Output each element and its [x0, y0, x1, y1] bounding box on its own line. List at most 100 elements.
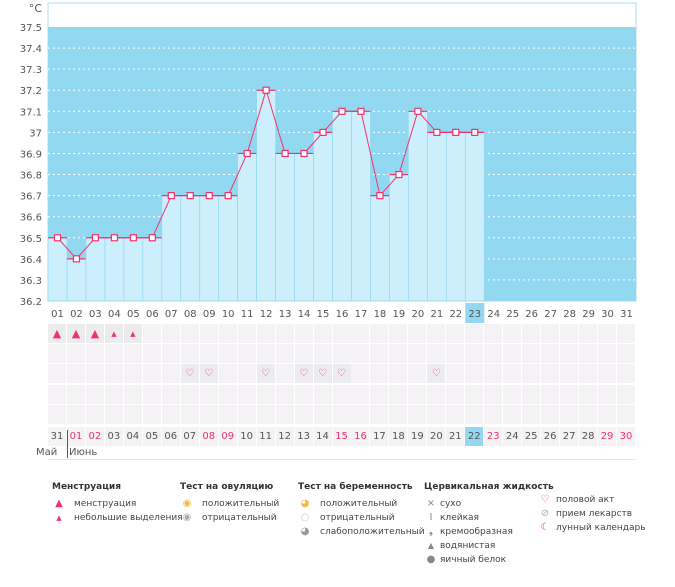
date-cell[interactable]: 24 [503, 427, 522, 446]
date-cell[interactable]: 20 [427, 427, 446, 446]
day-cell[interactable] [427, 344, 446, 363]
day-cell[interactable] [332, 344, 351, 363]
date-cell[interactable]: 28 [579, 427, 598, 446]
date-cell[interactable]: 03 [104, 427, 123, 446]
cycle-day-label[interactable]: 28 [563, 309, 576, 320]
day-cell[interactable] [332, 385, 351, 404]
day-cell[interactable] [446, 344, 465, 363]
day-cell[interactable] [598, 405, 617, 424]
day-cell[interactable] [427, 385, 446, 404]
date-cell[interactable]: 08 [199, 427, 218, 446]
day-cell[interactable] [598, 385, 617, 404]
day-cell[interactable] [560, 344, 579, 363]
day-cell[interactable] [579, 344, 598, 363]
day-cell[interactable] [275, 385, 294, 404]
day-cell[interactable] [237, 385, 256, 404]
cycle-day-label[interactable]: 24 [487, 309, 500, 320]
cycle-day-label[interactable]: 07 [165, 309, 178, 320]
day-cell[interactable] [598, 324, 617, 343]
day-cell[interactable] [161, 405, 180, 424]
cycle-day-label[interactable]: 14 [298, 309, 311, 320]
day-cell[interactable] [237, 344, 256, 363]
day-cell[interactable] [617, 364, 636, 383]
day-cell[interactable] [522, 385, 541, 404]
day-cell[interactable] [123, 344, 142, 363]
day-cell[interactable] [256, 344, 275, 363]
date-cell[interactable]: 01 [66, 427, 85, 446]
day-cell[interactable] [161, 385, 180, 404]
day-cell[interactable]: ▲ [85, 324, 104, 343]
date-cell[interactable]: 13 [294, 427, 313, 446]
day-cell[interactable] [617, 344, 636, 363]
day-cell[interactable] [180, 405, 199, 424]
day-cell[interactable] [123, 364, 142, 383]
day-cell[interactable] [218, 344, 237, 363]
day-cell[interactable] [560, 405, 579, 424]
day-cell[interactable] [408, 324, 427, 343]
day-cell[interactable] [484, 385, 503, 404]
day-cell[interactable] [408, 405, 427, 424]
date-cell[interactable]: 09 [218, 427, 237, 446]
day-cell[interactable] [237, 324, 256, 343]
day-cell[interactable] [427, 405, 446, 424]
date-cell[interactable]: 07 [180, 427, 199, 446]
day-cell[interactable] [370, 385, 389, 404]
day-cell[interactable] [579, 364, 598, 383]
day-cell[interactable] [104, 385, 123, 404]
day-cell[interactable] [465, 405, 484, 424]
day-cell[interactable] [313, 385, 332, 404]
day-cell[interactable]: ▲ [123, 324, 142, 343]
day-cell[interactable] [446, 324, 465, 343]
day-cell[interactable] [237, 405, 256, 424]
day-cell[interactable] [142, 405, 161, 424]
cycle-day-label[interactable]: 19 [393, 309, 406, 320]
day-cell[interactable] [503, 324, 522, 343]
date-cell[interactable]: 16 [351, 427, 370, 446]
date-cell[interactable]: 05 [142, 427, 161, 446]
day-cell[interactable] [199, 405, 218, 424]
day-cell[interactable] [579, 405, 598, 424]
date-cell[interactable]: 30 [617, 427, 636, 446]
day-cell[interactable] [408, 344, 427, 363]
date-cell[interactable]: 18 [389, 427, 408, 446]
cycle-day-label[interactable]: 17 [355, 309, 368, 320]
day-cell[interactable] [351, 344, 370, 363]
day-cell[interactable] [446, 385, 465, 404]
day-cell[interactable] [313, 405, 332, 424]
cycle-day-label[interactable]: 06 [146, 309, 159, 320]
day-cell[interactable] [465, 344, 484, 363]
day-cell[interactable] [351, 405, 370, 424]
date-cell[interactable]: 26 [541, 427, 560, 446]
day-cell[interactable]: ♡ [313, 364, 332, 383]
cycle-day-label[interactable]: 09 [203, 309, 216, 320]
cycle-day-label[interactable]: 08 [184, 309, 197, 320]
day-cell[interactable] [275, 324, 294, 343]
day-cell[interactable] [389, 324, 408, 343]
day-cell[interactable] [351, 364, 370, 383]
day-cell[interactable] [408, 385, 427, 404]
day-cell[interactable] [389, 364, 408, 383]
day-cell[interactable] [560, 364, 579, 383]
cycle-day-label[interactable]: 10 [222, 309, 235, 320]
day-cell[interactable] [484, 405, 503, 424]
cycle-day-label[interactable]: 26 [525, 309, 538, 320]
day-cell[interactable] [199, 324, 218, 343]
date-cell[interactable]: 27 [560, 427, 579, 446]
day-cell[interactable] [142, 324, 161, 343]
day-cell[interactable] [256, 385, 275, 404]
day-cell[interactable]: ♡ [199, 364, 218, 383]
day-cell[interactable]: ♡ [294, 364, 313, 383]
date-cell[interactable]: 02 [85, 427, 104, 446]
day-cell[interactable] [48, 364, 66, 383]
day-cell[interactable]: ▲ [48, 324, 66, 343]
day-cell[interactable] [218, 385, 237, 404]
date-cell[interactable]: 12 [275, 427, 294, 446]
day-cell[interactable] [275, 364, 294, 383]
day-cell[interactable] [522, 324, 541, 343]
day-cell[interactable] [294, 324, 313, 343]
day-cell[interactable] [560, 324, 579, 343]
day-cell[interactable] [427, 324, 446, 343]
day-cell[interactable] [541, 405, 560, 424]
day-cell[interactable] [617, 324, 636, 343]
day-cell[interactable] [275, 344, 294, 363]
